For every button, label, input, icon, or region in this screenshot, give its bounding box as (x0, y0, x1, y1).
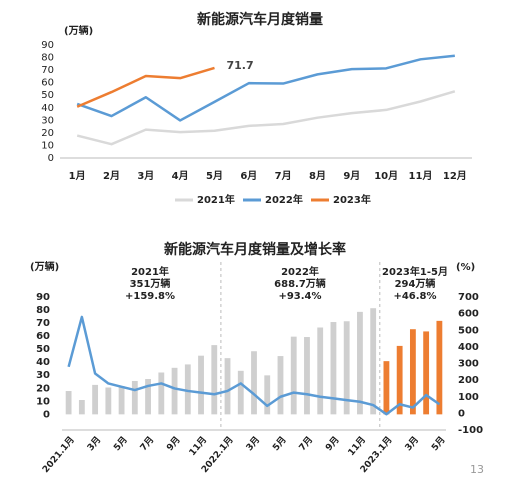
bar (184, 364, 191, 415)
annotation: +159.8% (125, 291, 175, 302)
bar (171, 367, 178, 415)
bar (237, 370, 244, 415)
y-tick-label: 0 (43, 409, 50, 420)
bar (304, 337, 310, 415)
bar (211, 345, 218, 415)
x-tick-label: 11月 (409, 170, 433, 182)
data-label: 71.7 (227, 59, 254, 72)
bar (383, 361, 390, 415)
y2-tick-label: 600 (458, 309, 479, 320)
x-tick-label: 9月 (343, 170, 360, 182)
bar (78, 400, 85, 415)
y-tick-label: 40 (36, 357, 50, 368)
annotation: 294万辆 (395, 277, 436, 290)
bar (198, 355, 204, 415)
line (67, 315, 441, 416)
y-tick-label: 20 (36, 383, 50, 394)
y-tick-label: 30 (36, 370, 50, 381)
y-tick-label: 20 (41, 128, 54, 139)
bar (105, 387, 112, 415)
y2-tick-label: 400 (458, 342, 479, 353)
annotation: 688.7万辆 (274, 277, 326, 290)
y2-tick-label: -100 (458, 425, 483, 436)
annotation: +93.4% (278, 291, 321, 302)
x-tick-label: 1月 (69, 170, 86, 182)
y2-tick-label: 700 (458, 292, 479, 303)
x-tick-label: 8月 (309, 170, 326, 182)
bar (357, 311, 363, 415)
bar (290, 336, 297, 415)
bar (92, 384, 99, 415)
x-tick-label: 4月 (172, 170, 189, 182)
bar (343, 321, 350, 415)
y-axis-label: (万辆) (30, 260, 59, 273)
annotation: 2021年 (131, 265, 169, 278)
bar (317, 327, 324, 415)
y-axis-label: (万辆) (64, 24, 93, 37)
bar (436, 320, 443, 415)
chart-title: 新能源汽车月度销量 (197, 11, 323, 28)
y-tick-label: 10 (41, 140, 54, 151)
y2-tick-label: 0 (458, 408, 465, 419)
y2-tick-label: 500 (458, 325, 479, 336)
bar (131, 380, 138, 415)
page-number: 13 (470, 463, 484, 476)
y-tick-label: 50 (41, 90, 54, 101)
x-tick-label: 12月 (443, 170, 467, 182)
bar (65, 391, 72, 415)
x-tick-label: 5月 (206, 170, 223, 182)
bar (251, 351, 257, 415)
y2-axis-label: (%) (456, 262, 475, 273)
y-tick-label: 30 (41, 115, 54, 126)
chart-title: 新能源汽车月度销量及增长率 (164, 241, 346, 258)
y-tick-label: 50 (36, 344, 50, 355)
bar (330, 322, 337, 415)
y-tick-label: 10 (36, 396, 50, 407)
y-tick-label: 90 (41, 40, 54, 51)
bar (224, 358, 231, 415)
bar (277, 356, 284, 415)
y-tick-label: 60 (41, 78, 54, 89)
legend-label: 2021年 (197, 193, 235, 206)
y2-tick-label: 200 (458, 375, 479, 386)
bar (423, 331, 430, 415)
y-tick-label: 60 (36, 331, 50, 342)
y-tick-label: 0 (48, 153, 54, 164)
y2-tick-label: 100 (458, 392, 479, 403)
annotation: 2023年1-5月 (382, 265, 448, 278)
legend-label: 2023年 (333, 193, 371, 206)
bar (158, 372, 165, 415)
legend-label: 2022年 (265, 193, 303, 206)
bar (118, 386, 125, 415)
y-tick-label: 90 (36, 292, 50, 303)
y2-tick-label: 300 (458, 359, 479, 370)
y-tick-label: 40 (41, 103, 54, 114)
bar (145, 379, 151, 415)
line (76, 90, 456, 146)
y-tick-label: 80 (41, 53, 54, 64)
x-tick-label: 6月 (240, 170, 257, 182)
y-tick-label: 80 (36, 305, 50, 316)
bar (396, 345, 403, 415)
x-tick-label: 2月 (103, 170, 120, 182)
annotation: 2022年 (281, 265, 319, 278)
line (76, 54, 455, 122)
y-tick-label: 70 (41, 65, 54, 76)
x-tick-label: 7月 (275, 170, 292, 182)
bar (264, 375, 271, 415)
annotation: 351万辆 (130, 277, 171, 290)
annotation: +46.8% (393, 291, 436, 302)
line (76, 66, 215, 108)
bar (409, 329, 416, 415)
x-tick-label: 10月 (374, 170, 398, 182)
y-tick-label: 70 (36, 318, 50, 329)
x-tick-label: 3月 (137, 170, 154, 182)
bar (370, 308, 377, 415)
